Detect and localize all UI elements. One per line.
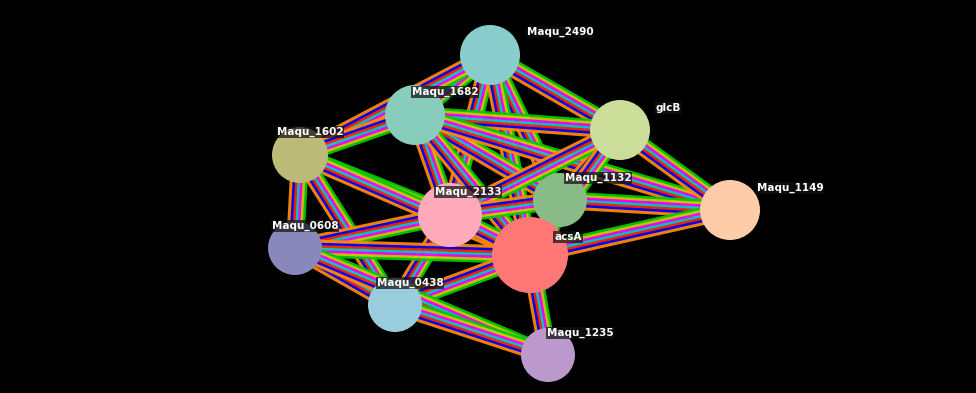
Circle shape <box>268 221 322 275</box>
Text: Maqu_1235: Maqu_1235 <box>547 328 613 338</box>
Circle shape <box>272 127 328 183</box>
Text: Maqu_2490: Maqu_2490 <box>527 27 593 37</box>
Circle shape <box>533 173 587 227</box>
Circle shape <box>368 278 422 332</box>
Text: Maqu_0608: Maqu_0608 <box>271 221 339 231</box>
Text: Maqu_1602: Maqu_1602 <box>276 127 344 137</box>
Circle shape <box>492 217 568 293</box>
Text: Maqu_1132: Maqu_1132 <box>565 173 631 183</box>
Text: Maqu_2133: Maqu_2133 <box>434 187 502 197</box>
Text: glcB: glcB <box>655 103 680 113</box>
Circle shape <box>418 183 482 247</box>
Text: Maqu_0438: Maqu_0438 <box>377 278 443 288</box>
Circle shape <box>460 25 520 85</box>
Circle shape <box>521 328 575 382</box>
Text: Maqu_1149: Maqu_1149 <box>756 183 824 193</box>
Circle shape <box>590 100 650 160</box>
Circle shape <box>700 180 760 240</box>
Circle shape <box>385 85 445 145</box>
Text: acsA: acsA <box>554 232 582 242</box>
Text: Maqu_1682: Maqu_1682 <box>412 87 478 97</box>
